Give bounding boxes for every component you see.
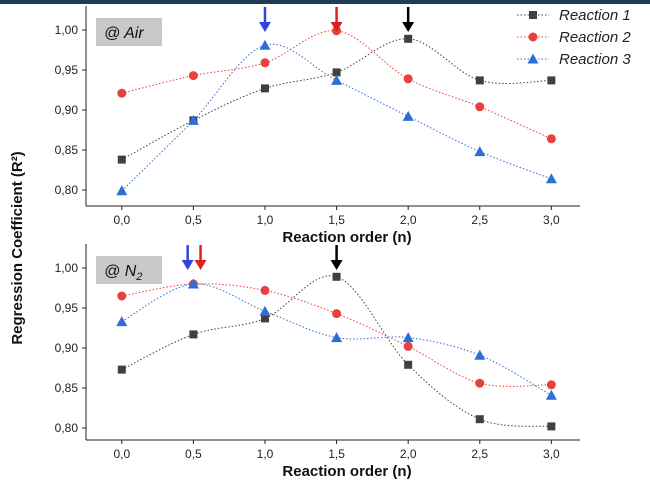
condition-badge-text: @ Air: [104, 25, 144, 42]
data-point: [475, 102, 485, 112]
x-tick-label: 1,5: [328, 213, 345, 227]
data-point: [474, 146, 486, 157]
data-point: [402, 332, 414, 343]
data-point: [474, 349, 486, 360]
data-point: [260, 314, 269, 323]
legend-marker: [528, 32, 538, 42]
y-tick-label: 0,85: [55, 381, 79, 395]
x-tick-label: 1,0: [257, 213, 274, 227]
x-tick-label: 0,0: [113, 213, 130, 227]
legend-label: Reaction 2: [559, 29, 631, 46]
x-tick-label: 1,5: [328, 447, 345, 461]
panel-n2: 0,80 0,85 0,90 0,95 1,00 0,0 0,5 1,0 1,5 2,0 2,5 3,…: [55, 244, 580, 480]
data-point: [260, 285, 270, 295]
data-point: [187, 278, 199, 289]
x-tick-label: 0,5: [185, 213, 202, 227]
arrow-marker: [330, 7, 343, 32]
legend-entry: Reaction 1: [517, 7, 631, 24]
legend-entry: Reaction 3: [517, 51, 631, 68]
x-axis-label: Reaction order (n): [282, 463, 411, 480]
condition-badge-subscript: 2: [135, 271, 142, 283]
series-line: [121, 38, 552, 161]
legend-marker: [529, 11, 537, 19]
data-point: [117, 88, 127, 98]
data-point: [403, 341, 413, 351]
data-point: [117, 365, 126, 374]
data-point: [547, 76, 556, 85]
data-point: [331, 74, 343, 85]
legend-entry: Reaction 2: [517, 29, 631, 46]
x-axis-label: Reaction order (n): [282, 229, 411, 246]
panel-air: 0,80 0,85 0,90 0,95 1,00 0,0 0,5 1,0 1,5 2,0 2,5 3,…: [55, 6, 580, 246]
condition-badge-text: @ N2: [104, 263, 142, 283]
series-line: [121, 275, 552, 427]
data-point: [475, 378, 485, 388]
y-tick-label: 0,95: [55, 301, 79, 315]
data-point: [331, 332, 343, 343]
legend-marker: [527, 53, 539, 64]
data-point: [259, 39, 271, 50]
x-tick-label: 3,0: [543, 213, 560, 227]
x-tick-label: 2,5: [471, 213, 488, 227]
y-tick-label: 0,95: [55, 63, 79, 77]
data-point: [332, 309, 342, 319]
top-border: [0, 0, 650, 4]
y-tick-label: 1,00: [55, 23, 79, 37]
data-point: [404, 34, 413, 43]
data-point: [475, 415, 484, 424]
data-point: [475, 76, 484, 85]
x-tick-label: 0,5: [185, 447, 202, 461]
arrow-marker: [330, 245, 343, 270]
y-tick-label: 0,85: [55, 143, 79, 157]
data-point: [402, 110, 414, 121]
y-axis-label: Regression Coefficient (R²): [9, 151, 26, 344]
y-tick-label: 0,80: [55, 183, 79, 197]
data-point: [260, 58, 270, 68]
data-point: [187, 114, 199, 125]
x-tick-label: 1,0: [257, 447, 274, 461]
data-point: [116, 316, 128, 327]
y-tick-label: 0,90: [55, 341, 79, 355]
condition-badge: @ Air: [96, 18, 162, 46]
data-point: [547, 422, 556, 431]
x-tick-label: 0,0: [113, 447, 130, 461]
x-tick-label: 2,0: [400, 447, 417, 461]
data-point: [260, 84, 269, 93]
data-point: [189, 330, 198, 339]
data-point: [116, 185, 128, 196]
series-line: [121, 43, 552, 192]
arrow-marker: [194, 245, 207, 270]
data-point: [404, 360, 413, 369]
legend-label: Reaction 3: [559, 51, 631, 68]
condition-badge: @ N2: [96, 256, 162, 284]
data-point: [546, 134, 556, 144]
legend: Reaction 1 Reaction 2 Reaction 3: [517, 7, 631, 68]
x-tick-label: 3,0: [543, 447, 560, 461]
arrow-marker: [181, 245, 194, 270]
y-tick-label: 0,80: [55, 421, 79, 435]
data-point: [188, 71, 198, 81]
y-tick-label: 0,90: [55, 103, 79, 117]
data-point: [332, 68, 341, 77]
y-tick-label: 1,00: [55, 261, 79, 275]
arrow-marker: [258, 7, 271, 32]
data-point: [545, 173, 557, 184]
x-tick-label: 2,5: [471, 447, 488, 461]
arrow-marker: [402, 7, 415, 32]
data-point: [545, 389, 557, 400]
data-point: [403, 74, 413, 84]
data-point: [259, 305, 271, 316]
data-point: [117, 291, 127, 301]
x-tick-label: 2,0: [400, 213, 417, 227]
legend-label: Reaction 1: [559, 7, 631, 24]
data-point: [332, 272, 341, 281]
data-point: [117, 155, 126, 164]
data-point: [546, 380, 556, 390]
